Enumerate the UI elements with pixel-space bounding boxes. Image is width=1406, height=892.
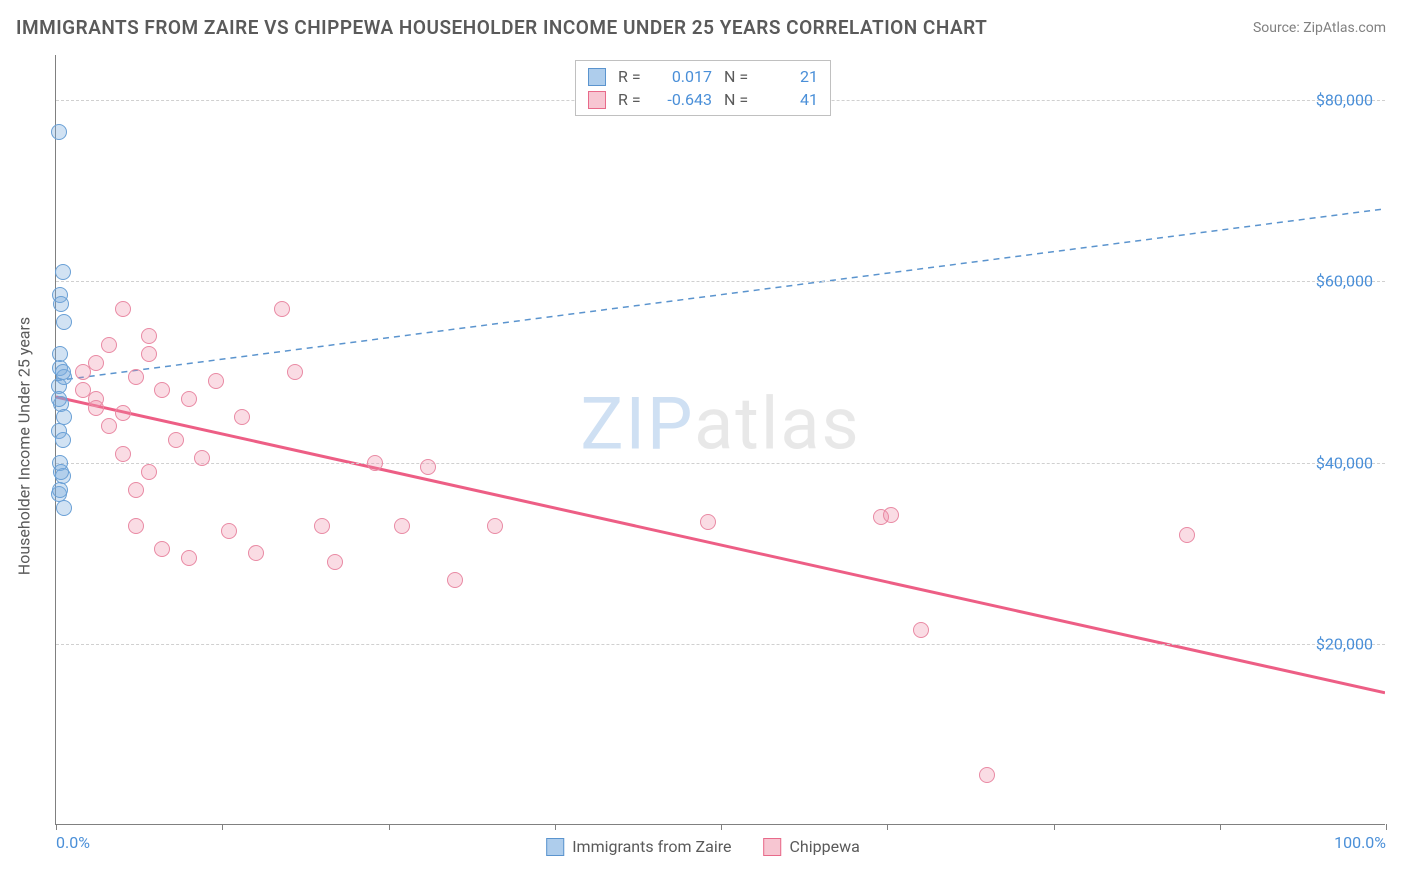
x-tick-label: 100.0% [1334,833,1386,852]
legend-r-value: 0.017 [658,67,712,86]
legend-n-label: N = [724,67,752,86]
legend-label: Chippewa [790,837,860,856]
data-point-zaire [55,264,71,280]
watermark-atlas: atlas [694,382,861,467]
chart-container: IMMIGRANTS FROM ZAIRE VS CHIPPEWA HOUSEH… [0,0,1406,892]
x-tick-mark [721,824,722,830]
data-point-chippewa [314,518,330,534]
grid-line [56,463,1385,464]
data-point-chippewa [88,400,104,416]
grid-line [56,644,1385,645]
legend-swatch-chippewa [764,838,782,856]
data-point-chippewa [141,464,157,480]
x-tick-mark [389,824,390,830]
data-point-chippewa [234,409,250,425]
legend-swatch-chippewa [588,91,606,109]
data-point-chippewa [128,482,144,498]
data-point-chippewa [248,545,264,561]
data-point-zaire [55,364,71,380]
x-tick-mark [222,824,223,830]
data-point-zaire [56,500,72,516]
y-tick-label: $40,000 [1316,453,1373,472]
x-tick-mark [1054,824,1055,830]
legend-item-zaire: Immigrants from Zaire [546,837,731,856]
data-point-chippewa [154,382,170,398]
trend-lines [56,55,1385,824]
legend-series: Immigrants from Zaire Chippewa [546,837,860,856]
plot-area: ZIPatlas $20,000 $40,000 $60,000 $80,000 0.0… [55,55,1385,825]
trend-line-zaire [56,209,1385,381]
data-point-chippewa [128,518,144,534]
data-point-zaire [56,409,72,425]
legend-swatch-zaire [588,68,606,86]
legend-r-label: R = [618,67,646,86]
watermark-zip: ZIP [580,382,694,467]
data-point-chippewa [700,514,716,530]
legend-swatch-zaire [546,838,564,856]
data-point-chippewa [979,767,995,783]
data-point-chippewa [287,364,303,380]
legend-r-value: -0.643 [658,90,712,109]
y-tick-label: $80,000 [1316,91,1373,110]
watermark: ZIPatlas [580,382,860,467]
x-tick-mark [1220,824,1221,830]
data-point-zaire [51,124,67,140]
data-point-zaire [55,432,71,448]
chart-title: IMMIGRANTS FROM ZAIRE VS CHIPPEWA HOUSEH… [16,16,987,39]
data-point-zaire [53,464,69,480]
legend-n-value: 41 [764,90,818,109]
data-point-chippewa [141,328,157,344]
data-point-zaire [52,346,68,362]
data-point-chippewa [88,355,104,371]
data-point-chippewa [194,450,210,466]
data-point-chippewa [115,405,131,421]
legend-r-label: R = [618,90,646,109]
data-point-chippewa [115,446,131,462]
data-point-chippewa [420,459,436,475]
legend-n-label: N = [724,90,752,109]
data-point-chippewa [274,301,290,317]
data-point-chippewa [128,369,144,385]
data-point-chippewa [141,346,157,362]
data-point-zaire [53,296,69,312]
legend-item-chippewa: Chippewa [764,837,860,856]
x-tick-mark [555,824,556,830]
data-point-chippewa [221,523,237,539]
data-point-chippewa [101,337,117,353]
data-point-chippewa [394,518,410,534]
data-point-chippewa [75,382,91,398]
data-point-zaire [51,391,67,407]
legend-label: Immigrants from Zaire [572,837,731,856]
data-point-chippewa [487,518,503,534]
legend-row-zaire: R = 0.017 N = 21 [588,65,818,88]
x-tick-mark [56,824,57,830]
source-attribution: Source: ZipAtlas.com [1253,20,1386,36]
x-tick-label: 0.0% [56,833,90,852]
data-point-chippewa [101,418,117,434]
legend-row-chippewa: R = -0.643 N = 41 [588,88,818,111]
data-point-chippewa [154,541,170,557]
data-point-chippewa [327,554,343,570]
data-point-zaire [52,482,68,498]
data-point-chippewa [181,550,197,566]
data-point-zaire [56,314,72,330]
data-point-chippewa [447,572,463,588]
data-point-chippewa [115,301,131,317]
data-point-chippewa [75,364,91,380]
grid-line [56,281,1385,282]
data-point-chippewa [208,373,224,389]
legend-n-value: 21 [764,67,818,86]
data-point-chippewa [913,622,929,638]
data-point-chippewa [168,432,184,448]
data-point-chippewa [883,507,899,523]
y-tick-label: $60,000 [1316,272,1373,291]
x-tick-mark [887,824,888,830]
legend-correlation: R = 0.017 N = 21 R = -0.643 N = 41 [575,60,831,116]
y-tick-label: $20,000 [1316,634,1373,653]
x-tick-mark [1386,824,1387,830]
y-axis-label: Householder Income Under 25 years [15,317,34,575]
data-point-chippewa [367,455,383,471]
data-point-chippewa [1179,527,1195,543]
data-point-chippewa [181,391,197,407]
